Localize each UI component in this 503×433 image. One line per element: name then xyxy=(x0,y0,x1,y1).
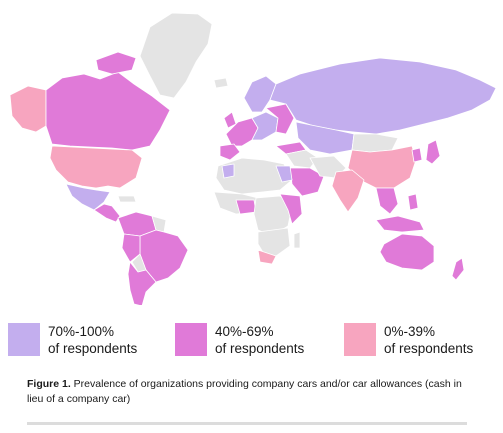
region-united-states xyxy=(49,145,143,189)
region-iberia xyxy=(219,143,241,161)
region-central-europe xyxy=(251,111,279,141)
region-korea xyxy=(411,147,423,163)
divider xyxy=(27,422,467,425)
region-arabia xyxy=(289,167,325,197)
region-canada-islands xyxy=(95,51,137,75)
legend-label-low: 0%-39% of respondents xyxy=(384,323,503,357)
legend-caption-high: of respondents xyxy=(48,341,138,356)
region-caribbean xyxy=(117,195,137,203)
region-indonesia xyxy=(375,215,425,233)
region-iceland xyxy=(213,77,229,89)
figure-caption-text: Prevalence of organizations providing co… xyxy=(27,378,462,405)
region-central-asia xyxy=(295,121,355,155)
legend-range-high: 70%-100% xyxy=(48,324,115,339)
region-peru xyxy=(121,233,141,263)
region-south-africa xyxy=(257,249,277,265)
region-north-africa xyxy=(215,157,293,195)
legend-label-high: 70%-100% of respondents xyxy=(48,323,178,357)
world-map xyxy=(9,12,497,305)
legend-range-low: 0%-39% xyxy=(384,324,436,339)
region-southeast-asia xyxy=(375,187,399,215)
region-japan xyxy=(425,139,441,165)
region-mexico xyxy=(65,183,111,211)
region-central-america xyxy=(93,203,121,223)
region-mongolia xyxy=(351,133,399,153)
legend-range-mid: 40%-69% xyxy=(215,324,274,339)
world-map-svg xyxy=(9,12,497,305)
legend-caption-low: of respondents xyxy=(384,341,474,356)
legend-swatch-low xyxy=(344,323,376,356)
region-australia xyxy=(379,233,435,271)
figure-number: Figure 1. xyxy=(27,378,71,390)
region-alaska xyxy=(9,85,47,133)
legend-swatch-mid xyxy=(175,323,207,356)
region-nigeria xyxy=(235,199,257,215)
region-new-zealand xyxy=(451,257,465,281)
legend-swatch-high xyxy=(8,323,40,356)
figure-caption: Figure 1. Prevalence of organizations pr… xyxy=(27,377,477,407)
region-morocco xyxy=(221,163,235,179)
region-india xyxy=(331,169,365,213)
legend-caption-mid: of respondents xyxy=(215,341,305,356)
region-egypt xyxy=(275,165,293,183)
region-canada xyxy=(45,71,171,151)
region-east-africa xyxy=(279,193,303,225)
region-southern-cone xyxy=(127,261,157,305)
region-greenland xyxy=(139,12,213,99)
region-russia xyxy=(269,57,497,135)
legend: 70%-100% of respondents 40%-69% of respo… xyxy=(8,323,498,359)
region-philippines xyxy=(407,193,419,211)
legend-label-mid: 40%-69% of respondents xyxy=(215,323,345,357)
region-madagascar xyxy=(293,231,301,249)
